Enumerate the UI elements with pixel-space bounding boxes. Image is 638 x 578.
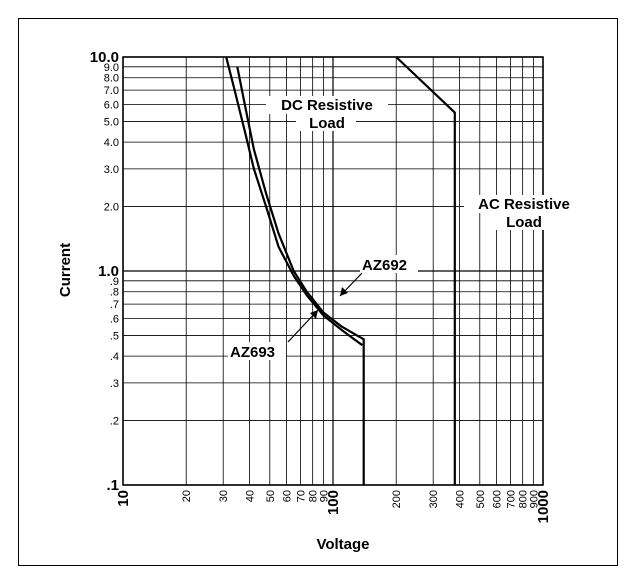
- ac-label-bg: [464, 195, 584, 213]
- series-line-ac-resistive-load: [395, 56, 456, 485]
- ac-label-bg-2: [496, 212, 548, 230]
- az692-label-bg: [360, 255, 418, 273]
- y-tick-label: 2.0: [104, 202, 119, 214]
- az692-arrowhead: [340, 287, 348, 296]
- y-tick-label: .4: [110, 351, 119, 363]
- x-tick-label: 50: [265, 490, 277, 502]
- y-tick-label: .9: [110, 276, 119, 288]
- az693-label-bg: [228, 342, 286, 360]
- y-tick-label: 7.0: [104, 85, 119, 97]
- dc-label-line2: Load: [309, 115, 345, 132]
- plot-border: [122, 56, 544, 486]
- ac-label-line2: Load: [506, 214, 542, 231]
- y-tick-label: 6.0: [104, 99, 119, 111]
- y-tick-label: 10.0: [90, 49, 119, 66]
- x-tick-label: 70: [295, 490, 307, 502]
- x-tick-label: 500: [475, 490, 487, 508]
- dc-label-bg-2: [296, 113, 356, 131]
- az692-label: AZ692: [362, 257, 407, 274]
- x-tick-label: 300: [428, 490, 440, 508]
- x-tick-label: 800: [518, 490, 530, 508]
- x-tick-label: 90: [318, 490, 330, 502]
- ac-label-line1: AC Resistive: [478, 196, 570, 213]
- x-tick-label: 700: [505, 490, 517, 508]
- x-tick-label: 400: [454, 490, 466, 508]
- series-line-az692: [236, 66, 365, 485]
- x-tick-label: 40: [244, 490, 256, 502]
- x-tick-label: 600: [491, 490, 503, 508]
- series-group: [225, 56, 456, 485]
- y-tick-label: 8.0: [104, 73, 119, 85]
- y-tick-label: .6: [110, 313, 119, 325]
- y-tick-label: 3.0: [104, 164, 119, 176]
- y-tick-label: .2: [110, 416, 119, 428]
- x-tick-label: 80: [308, 490, 320, 502]
- x-tick-label: 20: [181, 490, 193, 502]
- dc-label-bg: [266, 96, 388, 114]
- x-tick-label: 900: [528, 490, 540, 508]
- az693-label: AZ693: [230, 344, 275, 361]
- y-tick-label: .7: [110, 299, 119, 311]
- y-tick-label: 1.0: [98, 263, 119, 280]
- dc-label-line1: DC Resistive: [281, 97, 373, 114]
- x-tick-label: 1000: [535, 490, 552, 523]
- y-tick-label: 4.0: [104, 137, 119, 149]
- x-tick-label: 60: [281, 490, 293, 502]
- x-axis-title: Voltage: [316, 536, 369, 553]
- az693-arrowhead: [310, 310, 318, 319]
- y-axis-title: Current: [57, 243, 74, 297]
- x-tick-label: 200: [391, 490, 403, 508]
- y-tick-label: 9.0: [104, 62, 119, 74]
- x-tick-label: 100: [325, 490, 342, 515]
- y-tick-label: .8: [110, 287, 119, 299]
- y-tick-label: 5.0: [104, 116, 119, 128]
- y-tick-label: .1: [106, 477, 119, 494]
- x-tick-label: 10: [115, 490, 132, 507]
- y-tick-label: .3: [110, 378, 119, 390]
- series-line-az693: [225, 56, 364, 347]
- y-tick-label: .5: [110, 330, 119, 342]
- chart-frame: [18, 18, 618, 566]
- x-tick-label: 30: [218, 490, 230, 502]
